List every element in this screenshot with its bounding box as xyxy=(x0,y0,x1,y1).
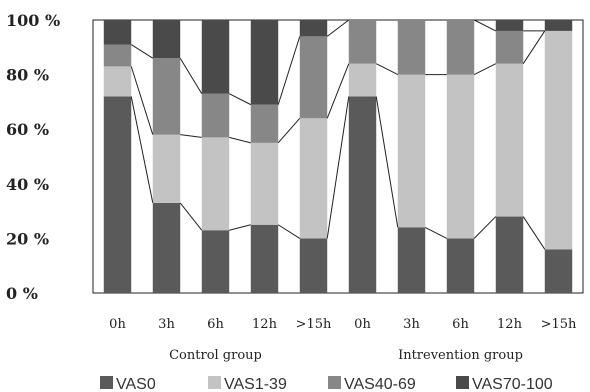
y-tick-label: 20 % xyxy=(6,229,49,248)
bar-segment-vas0 xyxy=(446,238,475,293)
x-tick-label: 3h xyxy=(403,317,420,332)
plot-frame xyxy=(92,19,584,294)
bar-segment-vas0 xyxy=(299,238,328,293)
legend-swatch xyxy=(208,376,221,389)
bar-segment-vas1-39 xyxy=(446,74,475,239)
connector-line xyxy=(375,63,399,76)
bar-segment-vas0 xyxy=(348,96,377,293)
bar-segment-vas1-39 xyxy=(250,142,279,225)
connector-line xyxy=(473,216,497,239)
connector-line xyxy=(179,57,203,94)
y-tick-label: 80 % xyxy=(6,66,49,85)
connector-line xyxy=(522,30,546,64)
bar-segment-vas1-39 xyxy=(201,137,230,231)
y-tick-label: 60 % xyxy=(6,120,49,139)
bar-segment-vas70-100 xyxy=(299,20,328,37)
y-tick-label: 40 % xyxy=(6,175,49,194)
legend-label: VAS0 xyxy=(116,376,156,392)
bar-segment-vas70-100 xyxy=(201,20,230,94)
bar-segment-vas70-100 xyxy=(250,20,279,105)
legend-swatch xyxy=(100,376,113,389)
bar-segment-vas40-69 xyxy=(495,30,524,64)
connector-line xyxy=(473,63,497,76)
bar-segment-vas40-69 xyxy=(201,93,230,138)
connector-line xyxy=(229,136,251,144)
connector-line xyxy=(326,19,350,37)
bar-segment-vas1-39 xyxy=(152,134,181,203)
bar-segment-vas70-100 xyxy=(103,20,132,45)
bar-segment-vas40-69 xyxy=(397,20,426,75)
legend-label: VAS70-100 xyxy=(472,376,553,392)
connector-line xyxy=(130,66,154,135)
group-label: Intrevention group xyxy=(398,348,523,363)
x-tick-label: >15h xyxy=(541,317,577,332)
x-tick-label: 0h xyxy=(354,317,371,332)
bar-segment-vas40-69 xyxy=(446,20,475,75)
bar-segment-vas1-39 xyxy=(348,63,377,97)
bar-segment-vas40-69 xyxy=(299,36,328,119)
bar-segment-vas1-39 xyxy=(544,30,573,250)
x-tick-label: 0h xyxy=(109,317,126,332)
connector-line xyxy=(130,44,154,59)
connector-line xyxy=(473,19,497,32)
connector-line xyxy=(277,224,301,239)
connector-line xyxy=(277,36,301,105)
bar-segment-vas0 xyxy=(397,227,426,293)
y-tick-label: 100 % xyxy=(6,11,60,30)
bar-segment-vas0 xyxy=(544,249,573,293)
x-tick-label: 12h xyxy=(252,317,278,332)
bar-segment-vas0 xyxy=(152,202,181,293)
bar-segment-vas1-39 xyxy=(103,66,132,97)
connector-line xyxy=(424,227,448,239)
connector-line xyxy=(229,224,251,231)
bar-segment-vas70-100 xyxy=(495,20,524,31)
bar-segment-vas1-39 xyxy=(299,118,328,239)
y-tick-label: 0 % xyxy=(6,284,38,303)
bar-segment-vas40-69 xyxy=(348,20,377,64)
legend-label: VAS1-39 xyxy=(224,376,287,392)
bar-segment-vas0 xyxy=(103,96,132,293)
bar-segment-vas40-69 xyxy=(250,104,279,143)
connector-line xyxy=(522,216,546,250)
legend-swatch xyxy=(456,376,469,389)
bar-segment-vas70-100 xyxy=(544,20,573,31)
x-tick-label: >15h xyxy=(296,317,332,332)
bar-segment-vas70-100 xyxy=(152,20,181,59)
connector-line xyxy=(277,117,301,144)
bar-segment-vas1-39 xyxy=(397,74,426,228)
x-tick-label: 12h xyxy=(497,317,523,332)
connector-line xyxy=(130,96,154,204)
legend-label: VAS40-69 xyxy=(344,376,416,392)
bar-segment-vas0 xyxy=(250,224,279,293)
x-tick-label: 3h xyxy=(158,317,175,332)
connector-line xyxy=(228,93,252,106)
bar-segment-vas0 xyxy=(201,230,230,293)
x-tick-label: 6h xyxy=(452,317,469,332)
bar-segment-vas40-69 xyxy=(152,58,181,135)
bar-segment-vas40-69 xyxy=(103,44,132,67)
bar-segment-vas1-39 xyxy=(495,63,524,217)
group-label: Control group xyxy=(169,348,262,363)
x-tick-label: 6h xyxy=(207,317,224,332)
connector-line xyxy=(326,96,350,239)
legend-swatch xyxy=(328,376,341,389)
bar-segment-vas0 xyxy=(495,216,524,293)
connector-line xyxy=(180,134,202,138)
connector-line xyxy=(326,63,350,119)
connector-line xyxy=(179,202,203,231)
connector-line xyxy=(375,96,399,228)
